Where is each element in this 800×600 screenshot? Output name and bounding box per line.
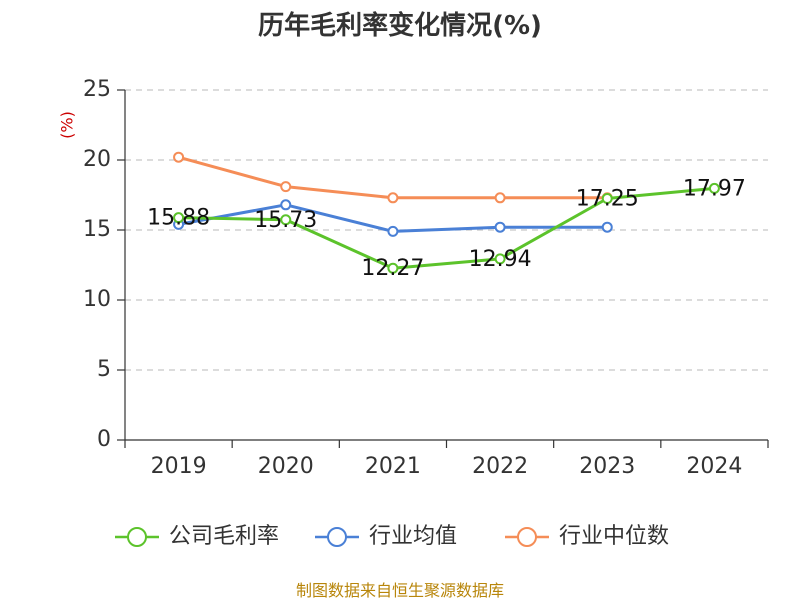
series-point-2 [494, 192, 506, 204]
series-point-1 [494, 221, 506, 233]
series-point-1 [280, 199, 292, 211]
chart-title: 历年毛利率变化情况(%) [258, 10, 542, 41]
x-tick-label: 2020 [258, 454, 314, 479]
data-label: 12.27 [361, 256, 424, 281]
series-point-0 [708, 182, 720, 194]
data-label: 17.97 [683, 176, 746, 201]
axes: 0 5 10 15 20 25 2019 2020 2021 2022 2023 2024 [83, 77, 769, 479]
series-point-2 [387, 192, 399, 204]
x-tick-label: 2024 [686, 454, 742, 479]
y-tick-label: 0 [97, 427, 111, 452]
x-tick-label: 2023 [579, 454, 635, 479]
series-line-0 [178, 186, 715, 270]
data-label: 15.88 [147, 206, 210, 231]
data-labels: 15.88 15.73 12.27 12.94 17.25 17.97 [147, 176, 746, 281]
y-tick-label: 10 [83, 287, 111, 312]
legend-label: 行业中位数 [559, 524, 669, 549]
legend-label: 行业均值 [369, 524, 457, 549]
source-note: 制图数据来自恒生聚源数据库 [296, 581, 504, 600]
x-tick-label: 2021 [365, 454, 421, 479]
series-point-1 [601, 221, 613, 233]
series-point-2 [173, 151, 185, 163]
series-lines [173, 151, 720, 274]
series-point-0 [494, 253, 506, 265]
legend-item-2[interactable]: 行业中位数 [505, 524, 669, 549]
series-point-2 [280, 181, 292, 193]
series-point-1 [387, 225, 399, 237]
legend-swatch-marker [127, 527, 147, 547]
legend-item-1[interactable]: 行业均值 [315, 524, 457, 549]
data-label: 15.73 [254, 208, 317, 233]
y-tick-label: 20 [83, 147, 111, 172]
series-point-0 [280, 214, 292, 226]
legend-swatch-marker [517, 527, 537, 547]
legend-label: 公司毛利率 [169, 524, 279, 549]
series-point-0 [387, 262, 399, 274]
series-point-0 [173, 212, 185, 224]
x-tick-label: 2022 [472, 454, 528, 479]
data-label: 12.94 [469, 247, 532, 272]
data-label: 17.25 [576, 187, 639, 212]
x-tick-label: 2019 [151, 454, 207, 479]
legend-swatch-marker [327, 527, 347, 547]
y-axis-unit-label: (%) [58, 111, 77, 139]
series-line-2 [178, 155, 608, 200]
legend-item-0[interactable]: 公司毛利率 [115, 524, 279, 549]
y-tick-label: 25 [83, 77, 111, 102]
y-tick-label: 5 [97, 357, 111, 382]
series-point-0 [601, 193, 613, 204]
legend: 公司毛利率 行业均值 行业中位数 [115, 524, 669, 549]
y-tick-label: 15 [83, 217, 111, 242]
